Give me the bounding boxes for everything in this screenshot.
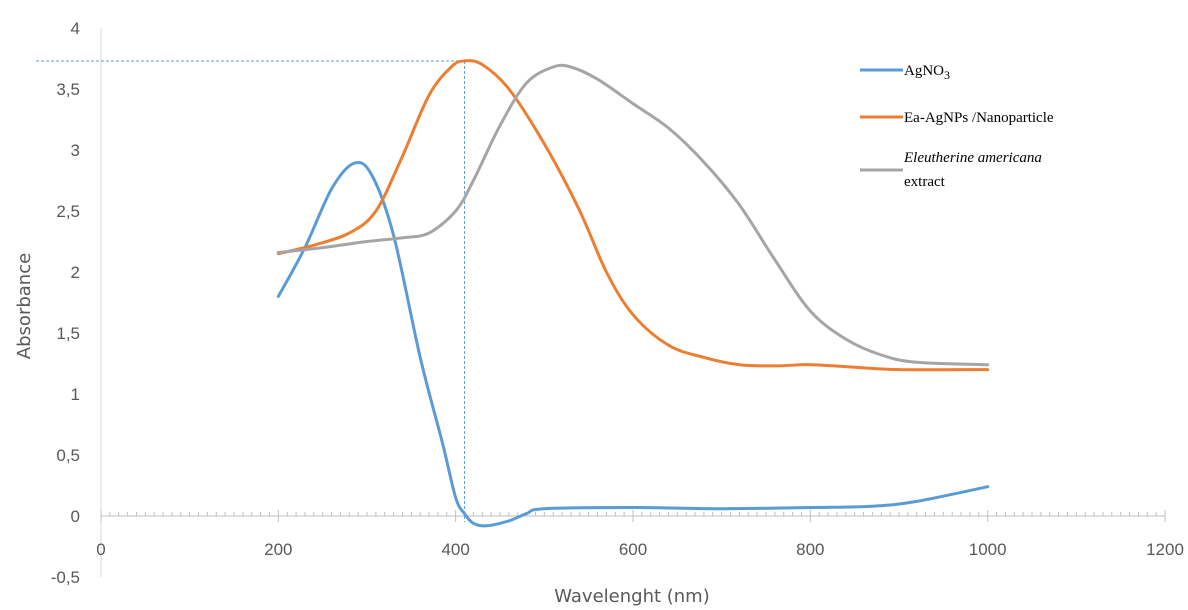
- legend-item-ea-agnps: Ea-AgNPs /Nanoparticle: [860, 110, 1054, 126]
- y-tick-label: 1: [71, 385, 80, 404]
- y-tick-label: -0,5: [51, 568, 80, 587]
- legend: AgNO3 Ea-AgNPs /Nanoparticle Eleutherine…: [860, 63, 1054, 190]
- y-axis: -0,5 0 0,5 1 1,5 2 2,5 3 3,5 4: [51, 19, 102, 587]
- series-line-ea-agnps: [276, 59, 990, 372]
- series-line-eleutherine-extract: [276, 63, 990, 367]
- x-tick-label: 200: [264, 540, 292, 559]
- reference-lines: [36, 60, 466, 522]
- y-tick-label: 3,5: [56, 80, 80, 99]
- y-tick-label: 4: [71, 19, 80, 38]
- x-axis: 0 200 400 600 800 1000 1200: [96, 510, 1184, 559]
- x-tick-label: 800: [796, 540, 824, 559]
- x-tick-label: 400: [441, 540, 469, 559]
- x-tick-label: 0: [96, 540, 105, 559]
- y-tick-label: 2: [71, 263, 80, 282]
- legend-label-ea-agnps: Ea-AgNPs /Nanoparticle: [904, 110, 1054, 126]
- x-axis-title: Wavelenght (nm): [554, 586, 710, 607]
- y-tick-label: 0,5: [56, 446, 80, 465]
- series-line-agno3: [276, 160, 990, 528]
- y-tick-label: 2,5: [56, 202, 80, 221]
- legend-label-extract: extract: [904, 174, 946, 190]
- x-tick-label: 1200: [1146, 540, 1184, 559]
- x-tick-label: 600: [619, 540, 647, 559]
- x-tick-label: 1000: [969, 540, 1007, 559]
- legend-item-eleutherine-extract: Eleutherine americana extract: [860, 150, 1042, 190]
- y-axis-title: Absorbance: [14, 253, 35, 359]
- series-layer: [276, 59, 990, 528]
- legend-item-agno3: AgNO3: [860, 63, 950, 82]
- y-tick-label: 3: [71, 141, 80, 160]
- legend-label-agno3: AgNO3: [904, 63, 950, 82]
- legend-label-eleutherine: Eleutherine americana: [903, 150, 1042, 166]
- y-tick-label: 0: [71, 507, 80, 526]
- y-tick-label: 1,5: [56, 324, 80, 343]
